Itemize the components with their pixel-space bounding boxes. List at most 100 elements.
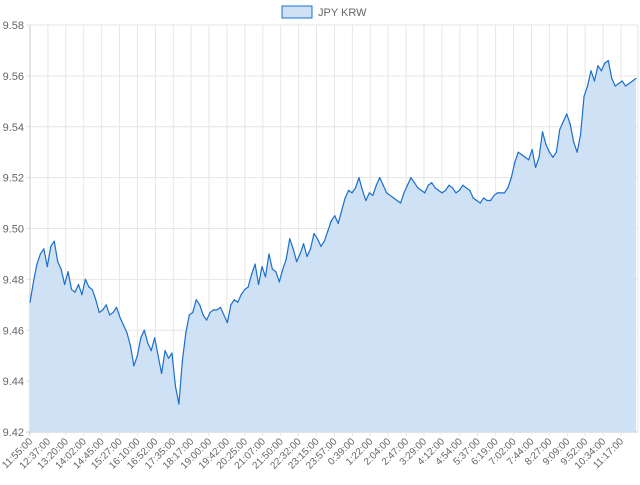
data-point[interactable]: [122, 324, 125, 326]
data-point[interactable]: [302, 243, 305, 245]
data-point[interactable]: [375, 184, 377, 186]
data-point[interactable]: [399, 202, 402, 204]
data-point[interactable]: [493, 194, 495, 197]
data-point[interactable]: [268, 253, 270, 255]
data-point[interactable]: [275, 271, 277, 273]
data-point[interactable]: [555, 151, 557, 153]
data-point[interactable]: [379, 177, 381, 179]
data-point[interactable]: [510, 177, 512, 179]
data-point[interactable]: [102, 309, 104, 311]
data-point[interactable]: [528, 159, 530, 161]
data-point[interactable]: [406, 184, 409, 186]
data-point[interactable]: [531, 149, 533, 151]
data-point[interactable]: [109, 314, 111, 316]
data-point[interactable]: [84, 278, 87, 280]
data-point[interactable]: [174, 385, 177, 387]
data-point[interactable]: [32, 281, 35, 283]
data-point[interactable]: [382, 184, 384, 186]
data-point[interactable]: [420, 189, 422, 191]
data-point[interactable]: [514, 161, 516, 163]
data-point[interactable]: [541, 131, 544, 133]
data-point[interactable]: [341, 210, 343, 212]
data-point[interactable]: [337, 222, 339, 225]
data-point[interactable]: [496, 192, 499, 194]
data-point[interactable]: [344, 197, 346, 199]
data-point[interactable]: [573, 141, 575, 143]
data-point[interactable]: [157, 355, 159, 357]
data-point[interactable]: [206, 319, 208, 321]
data-point[interactable]: [195, 299, 197, 301]
data-point[interactable]: [230, 304, 232, 306]
data-point[interactable]: [583, 95, 585, 97]
data-point[interactable]: [309, 248, 312, 250]
data-point[interactable]: [95, 299, 97, 301]
data-point[interactable]: [271, 268, 273, 270]
data-point[interactable]: [143, 329, 145, 331]
data-point[interactable]: [604, 62, 606, 64]
data-point[interactable]: [347, 189, 350, 191]
data-point[interactable]: [559, 128, 561, 130]
data-point[interactable]: [489, 199, 492, 202]
data-point[interactable]: [323, 240, 325, 242]
data-point[interactable]: [147, 342, 149, 344]
data-point[interactable]: [389, 194, 391, 197]
data-point[interactable]: [296, 260, 298, 263]
data-point[interactable]: [289, 238, 291, 240]
data-point[interactable]: [618, 82, 620, 85]
data-point[interactable]: [240, 294, 242, 296]
data-point[interactable]: [410, 177, 412, 179]
data-point[interactable]: [98, 311, 100, 314]
data-point[interactable]: [226, 322, 228, 324]
data-point[interactable]: [160, 372, 163, 375]
data-point[interactable]: [244, 288, 246, 291]
data-point[interactable]: [552, 156, 554, 158]
data-point[interactable]: [590, 70, 592, 72]
data-point[interactable]: [282, 268, 284, 270]
data-point[interactable]: [171, 352, 173, 354]
data-point[interactable]: [140, 337, 142, 339]
data-point[interactable]: [614, 85, 616, 87]
data-point[interactable]: [330, 220, 332, 222]
data-point[interactable]: [327, 230, 329, 232]
data-point[interactable]: [569, 123, 571, 125]
data-point[interactable]: [368, 192, 370, 194]
data-point[interactable]: [593, 80, 596, 82]
data-point[interactable]: [393, 197, 395, 199]
data-point[interactable]: [462, 184, 464, 186]
data-point[interactable]: [264, 276, 267, 278]
data-point[interactable]: [313, 232, 315, 235]
data-point[interactable]: [192, 311, 194, 314]
data-point[interactable]: [524, 156, 526, 158]
data-point[interactable]: [154, 337, 156, 339]
data-point[interactable]: [126, 332, 128, 334]
data-point[interactable]: [133, 365, 135, 367]
data-point[interactable]: [261, 266, 263, 268]
data-point[interactable]: [431, 182, 433, 184]
data-point[interactable]: [548, 151, 551, 153]
data-point[interactable]: [403, 192, 405, 194]
data-point[interactable]: [119, 316, 121, 319]
data-point[interactable]: [635, 77, 637, 80]
data-point[interactable]: [427, 184, 429, 186]
data-point[interactable]: [586, 85, 589, 87]
data-point[interactable]: [566, 113, 568, 115]
data-point[interactable]: [625, 85, 627, 87]
data-point[interactable]: [562, 121, 564, 123]
data-point[interactable]: [67, 271, 69, 273]
data-point[interactable]: [129, 344, 132, 347]
data-point[interactable]: [60, 268, 62, 270]
data-point[interactable]: [188, 314, 190, 316]
data-point[interactable]: [46, 266, 48, 268]
data-point[interactable]: [29, 301, 31, 303]
data-point[interactable]: [469, 189, 471, 191]
data-point[interactable]: [441, 192, 443, 194]
data-point[interactable]: [74, 291, 76, 293]
data-point[interactable]: [43, 248, 45, 250]
data-point[interactable]: [278, 281, 280, 283]
data-point[interactable]: [247, 286, 249, 288]
data-point[interactable]: [306, 255, 308, 258]
data-point[interactable]: [254, 263, 256, 265]
data-point[interactable]: [50, 245, 52, 247]
data-point[interactable]: [628, 82, 630, 85]
data-point[interactable]: [81, 294, 83, 296]
